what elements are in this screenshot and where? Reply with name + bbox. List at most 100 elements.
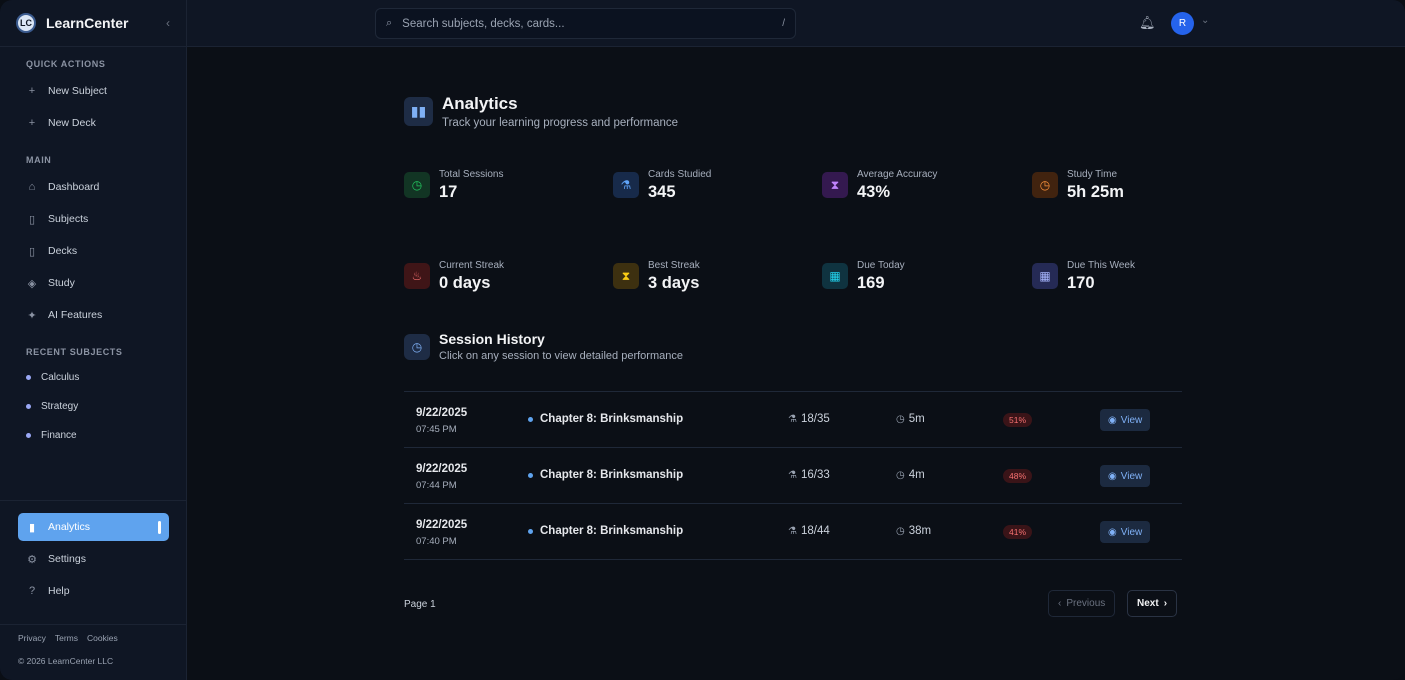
stat-label: Total Sessions	[439, 169, 504, 180]
view-button[interactable]: ◉ View	[1100, 409, 1151, 431]
stat-card: ◷ Total Sessions 17	[404, 169, 503, 202]
session-time: 07:44 PM	[416, 480, 457, 491]
sidebar-item-decks[interactable]: ▯ Decks	[18, 237, 168, 265]
stat-card: ⧗ Best Streak 3 days	[613, 260, 700, 293]
plus-icon: +	[28, 85, 36, 97]
view-button[interactable]: ◉ View	[1100, 465, 1151, 487]
privacy-link[interactable]: Privacy	[18, 633, 46, 643]
session-cards: ⚗ 18/44	[788, 525, 830, 537]
stat-label: Current Streak	[439, 260, 505, 271]
stat-card: ♨ Current Streak 0 days	[404, 260, 504, 293]
table-row[interactable]: 9/22/2025 07:40 PM Chapter 8: Brinksmanshi…	[404, 504, 1182, 560]
clock-icon: ◷	[404, 172, 430, 198]
sidebar-item-subjects[interactable]: ▯ Subjects	[18, 205, 168, 233]
clock-icon: ◷	[896, 413, 905, 425]
stat-value: 5h 25m	[1067, 183, 1124, 201]
sidebar-item-ai-features[interactable]: ✦ AI Features	[18, 301, 168, 329]
sidebar-item-label: Help	[48, 585, 70, 597]
sidebar-item-help[interactable]: ? Help	[18, 577, 169, 605]
flask-icon: ⚗	[613, 172, 639, 198]
session-duration: ◷ 38m	[896, 525, 931, 537]
previous-button[interactable]: ‹ Previous	[1048, 590, 1116, 617]
active-indicator	[158, 520, 161, 534]
cards-count: 18/35	[800, 413, 830, 425]
view-button[interactable]: ◉ View	[1100, 521, 1151, 543]
table-row[interactable]: 9/22/2025 07:44 PM Chapter 8: Brinksmanshi…	[404, 448, 1182, 504]
logo-icon: LC	[16, 13, 36, 33]
duration-value: 5m	[908, 413, 925, 425]
chevron-down-icon[interactable]: ⌄	[1201, 15, 1210, 26]
session-cards: ⚗ 16/33	[788, 469, 830, 481]
sidebar-item-dashboard[interactable]: ⌂ Dashboard	[18, 173, 168, 201]
chevron-right-icon: ›	[1163, 598, 1168, 609]
flask-icon: ⚗	[788, 525, 797, 537]
copyright: © 2026 LearnCenter LLC	[18, 656, 114, 666]
new-deck-button[interactable]: + New Deck	[18, 109, 168, 137]
stat-card: ▦ Due Today 169	[822, 260, 905, 293]
sidebar-item-settings[interactable]: ⚙ Settings	[18, 545, 169, 573]
deck-dot	[528, 528, 533, 534]
help-icon: ?	[28, 585, 36, 597]
view-label: View	[1120, 526, 1143, 538]
subject-dot	[26, 375, 31, 380]
subject-label: Calculus	[41, 372, 80, 383]
table-row[interactable]: 9/22/2025 07:45 PM Chapter 8: Brinksmanshi…	[404, 392, 1182, 448]
deck-dot	[528, 416, 533, 422]
bell-icon[interactable]: 🔔︎	[1139, 15, 1156, 30]
sidebar-item-label: Study	[48, 277, 75, 289]
duration-value: 38m	[908, 525, 932, 537]
book-icon: ▯	[28, 245, 36, 258]
search-input[interactable]	[402, 17, 783, 30]
sidebar-bottom-nav: ▮ Analytics ⚙ Settings ? Help	[0, 500, 187, 609]
avatar[interactable]: R	[1171, 12, 1194, 35]
recent-subject-strategy[interactable]: Strategy	[18, 394, 168, 419]
brand: LC LearnCenter ‹	[0, 0, 186, 47]
recent-subject-finance[interactable]: Finance	[18, 423, 168, 448]
sidebar-item-analytics[interactable]: ▮ Analytics	[18, 513, 169, 541]
view-label: View	[1120, 414, 1143, 426]
session-duration: ◷ 4m	[896, 469, 925, 481]
duration-value: 4m	[908, 469, 925, 481]
bar-chart-icon: ▮	[28, 521, 36, 534]
deck-name: Chapter 8: Brinksmanship	[540, 469, 684, 481]
view-label: View	[1120, 470, 1143, 482]
collapse-sidebar-button[interactable]: ‹	[166, 16, 170, 30]
session-deck: Chapter 8: Brinksmanship	[528, 469, 683, 481]
new-deck-label: New Deck	[48, 117, 96, 129]
stat-label: Best Streak	[648, 260, 700, 271]
stat-value: 345	[648, 183, 676, 201]
recent-subject-calculus[interactable]: Calculus	[18, 365, 168, 390]
stat-card: ▦ Due This Week 170	[1032, 260, 1135, 293]
flask-icon: ⚗	[788, 413, 797, 425]
clock-icon: ◷	[896, 525, 905, 537]
subject-dot	[26, 404, 31, 409]
subject-dot	[26, 433, 31, 438]
terms-link[interactable]: Terms	[54, 633, 79, 643]
flask-icon: ⚗	[788, 469, 797, 481]
session-duration: ◷ 5m	[896, 413, 925, 425]
clock-icon: ◷	[896, 469, 905, 481]
next-label: Next	[1137, 598, 1159, 609]
stat-label: Due Today	[857, 260, 905, 271]
new-subject-button[interactable]: + New Subject	[18, 77, 168, 105]
previous-label: Previous	[1066, 598, 1106, 609]
sidebar-item-label: Settings	[48, 553, 86, 565]
sidebar-item-study[interactable]: ◈ Study	[18, 269, 168, 297]
stat-value: 17	[439, 183, 458, 201]
calendar-icon: ▦	[1032, 263, 1058, 289]
next-button[interactable]: Next ›	[1127, 590, 1178, 617]
cookies-link[interactable]: Cookies	[87, 633, 118, 643]
eye-icon: ◉	[1108, 526, 1117, 538]
bar-chart-icon: ▮▮	[404, 97, 433, 126]
accuracy-badge: 41%	[1003, 525, 1033, 539]
page-indicator: Page 1	[404, 599, 436, 610]
book-icon: ▯	[28, 213, 36, 226]
search-box[interactable]: ⌕ /	[375, 8, 796, 39]
stat-value: 3 days	[648, 274, 700, 292]
new-subject-label: New Subject	[48, 85, 107, 97]
sparkles-icon: ✦	[27, 309, 37, 322]
accuracy-badge: 48%	[1003, 469, 1033, 483]
sidebar-item-label: Analytics	[48, 521, 91, 533]
stat-value: 170	[1067, 274, 1095, 292]
